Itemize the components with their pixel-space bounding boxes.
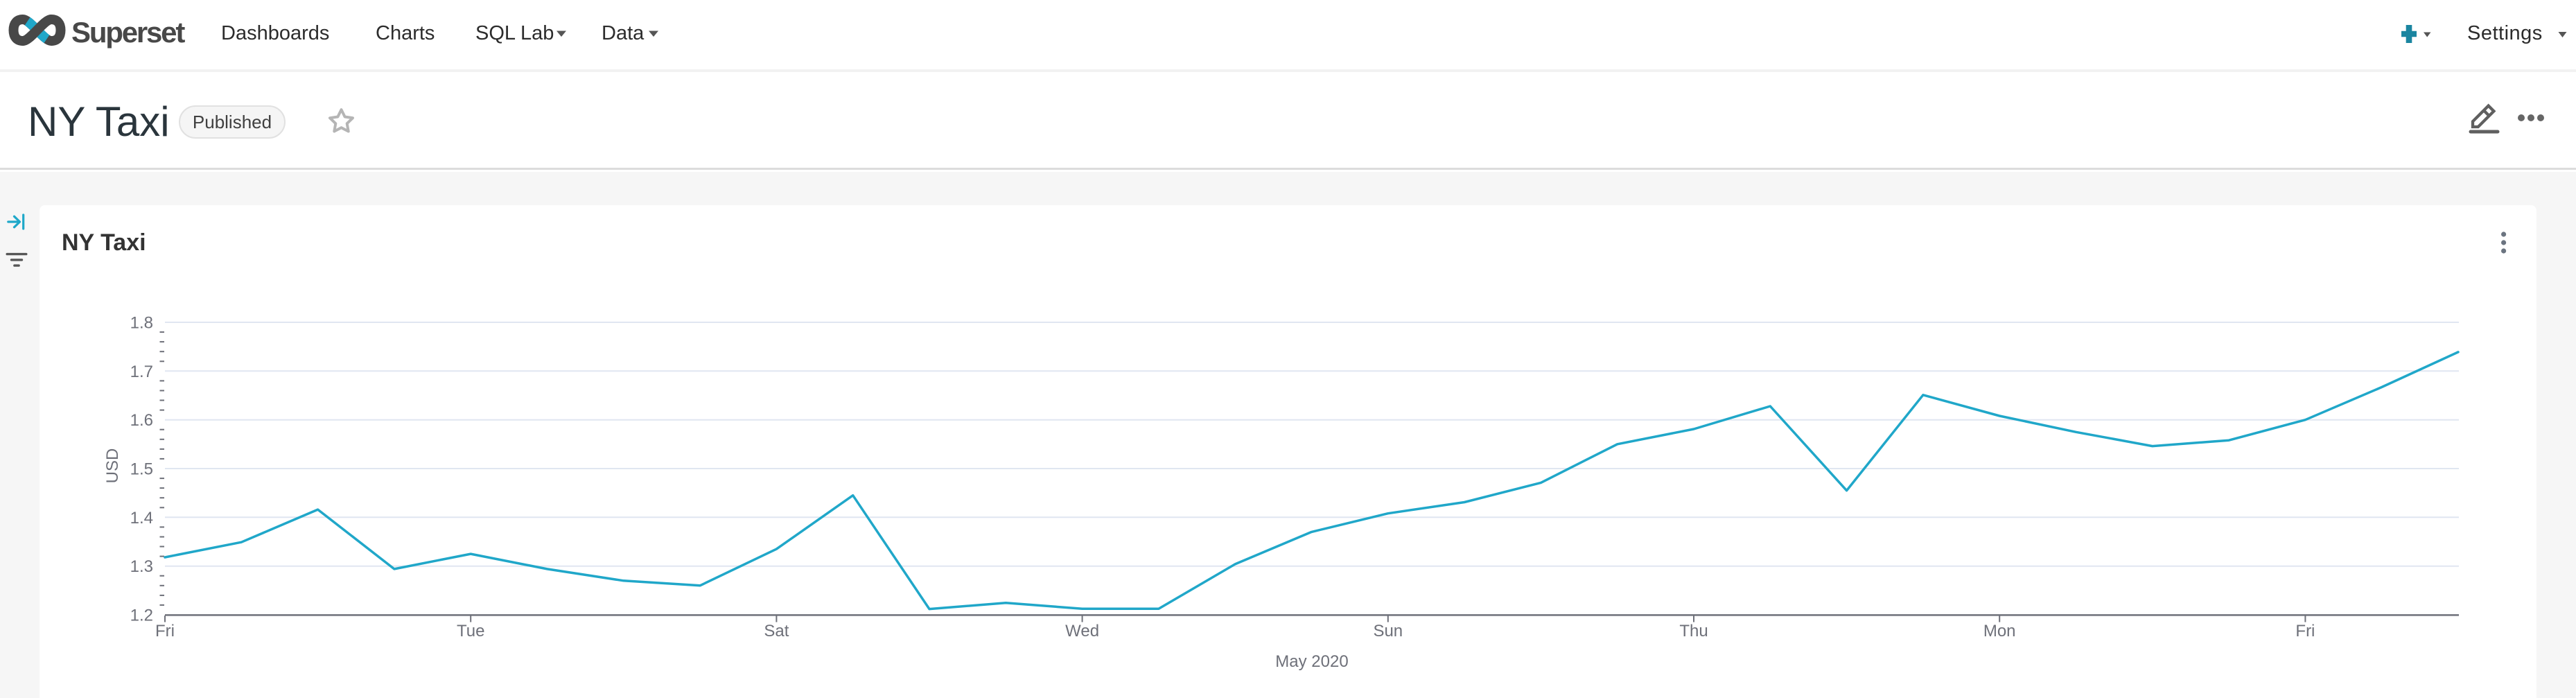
svg-text:Sat: Sat: [764, 622, 789, 640]
svg-text:Mon: Mon: [1983, 622, 2016, 640]
svg-text:May 2020: May 2020: [1275, 652, 1348, 671]
svg-text:Wed: Wed: [1065, 622, 1099, 640]
svg-text:1.5: 1.5: [130, 460, 153, 479]
svg-text:Sun: Sun: [1373, 622, 1403, 640]
svg-text:1.7: 1.7: [130, 363, 153, 381]
svg-text:Thu: Thu: [1679, 622, 1708, 640]
svg-text:Superset: Superset: [71, 16, 185, 49]
svg-text:USD: USD: [103, 448, 122, 484]
svg-text:Fri: Fri: [155, 622, 175, 640]
svg-text:1.2: 1.2: [130, 607, 153, 625]
svg-text:1.4: 1.4: [130, 509, 153, 527]
svg-text:1.3: 1.3: [130, 557, 153, 576]
svg-text:Fri: Fri: [2295, 622, 2315, 640]
svg-text:1.6: 1.6: [130, 411, 153, 430]
svg-text:1.8: 1.8: [130, 314, 153, 333]
svg-text:Tue: Tue: [457, 622, 484, 640]
